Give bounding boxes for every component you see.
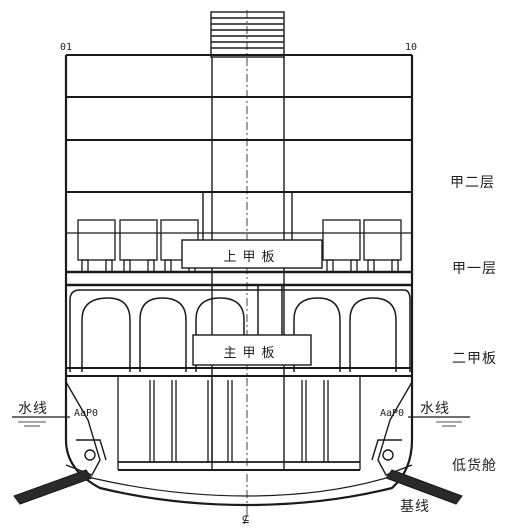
label-main-deck: 主甲板 (223, 346, 281, 361)
label-deck-one-tier: 甲一层 (452, 261, 497, 277)
tank-mark-right: AaP0 (380, 408, 405, 419)
label-deck-two-tier: 甲二层 (450, 175, 495, 191)
tank-mark-left: AaP0 (74, 408, 99, 419)
label-waterline-right: 水线 (420, 401, 450, 417)
corner-mark-right: 10 (405, 42, 418, 53)
upper-deck-box (181, 239, 323, 269)
label-upper-deck: 上甲板 (223, 250, 281, 265)
vehicles-right (322, 219, 402, 273)
waterline-right (408, 416, 470, 427)
waterline-left (12, 416, 70, 427)
left-stabilizer-fin (13, 469, 93, 505)
corner-mark-left: 01 (60, 42, 73, 53)
label-waterline-left: 水线 (18, 401, 48, 417)
label-lower-hold: 低货舱 (452, 458, 497, 474)
upper-deck-levels (64, 54, 414, 375)
label-second-deck: 二甲板 (452, 351, 497, 367)
label-baseline: 基线 (400, 499, 430, 515)
second-deck-arches (66, 285, 412, 377)
right-stabilizer-fin (385, 469, 463, 505)
centerline-mark: ⊈ (242, 512, 250, 526)
vehicles-left (77, 219, 199, 273)
main-deck-box (192, 334, 312, 366)
lower-hold-structure (117, 376, 361, 471)
right-bilge-tank (371, 381, 413, 476)
